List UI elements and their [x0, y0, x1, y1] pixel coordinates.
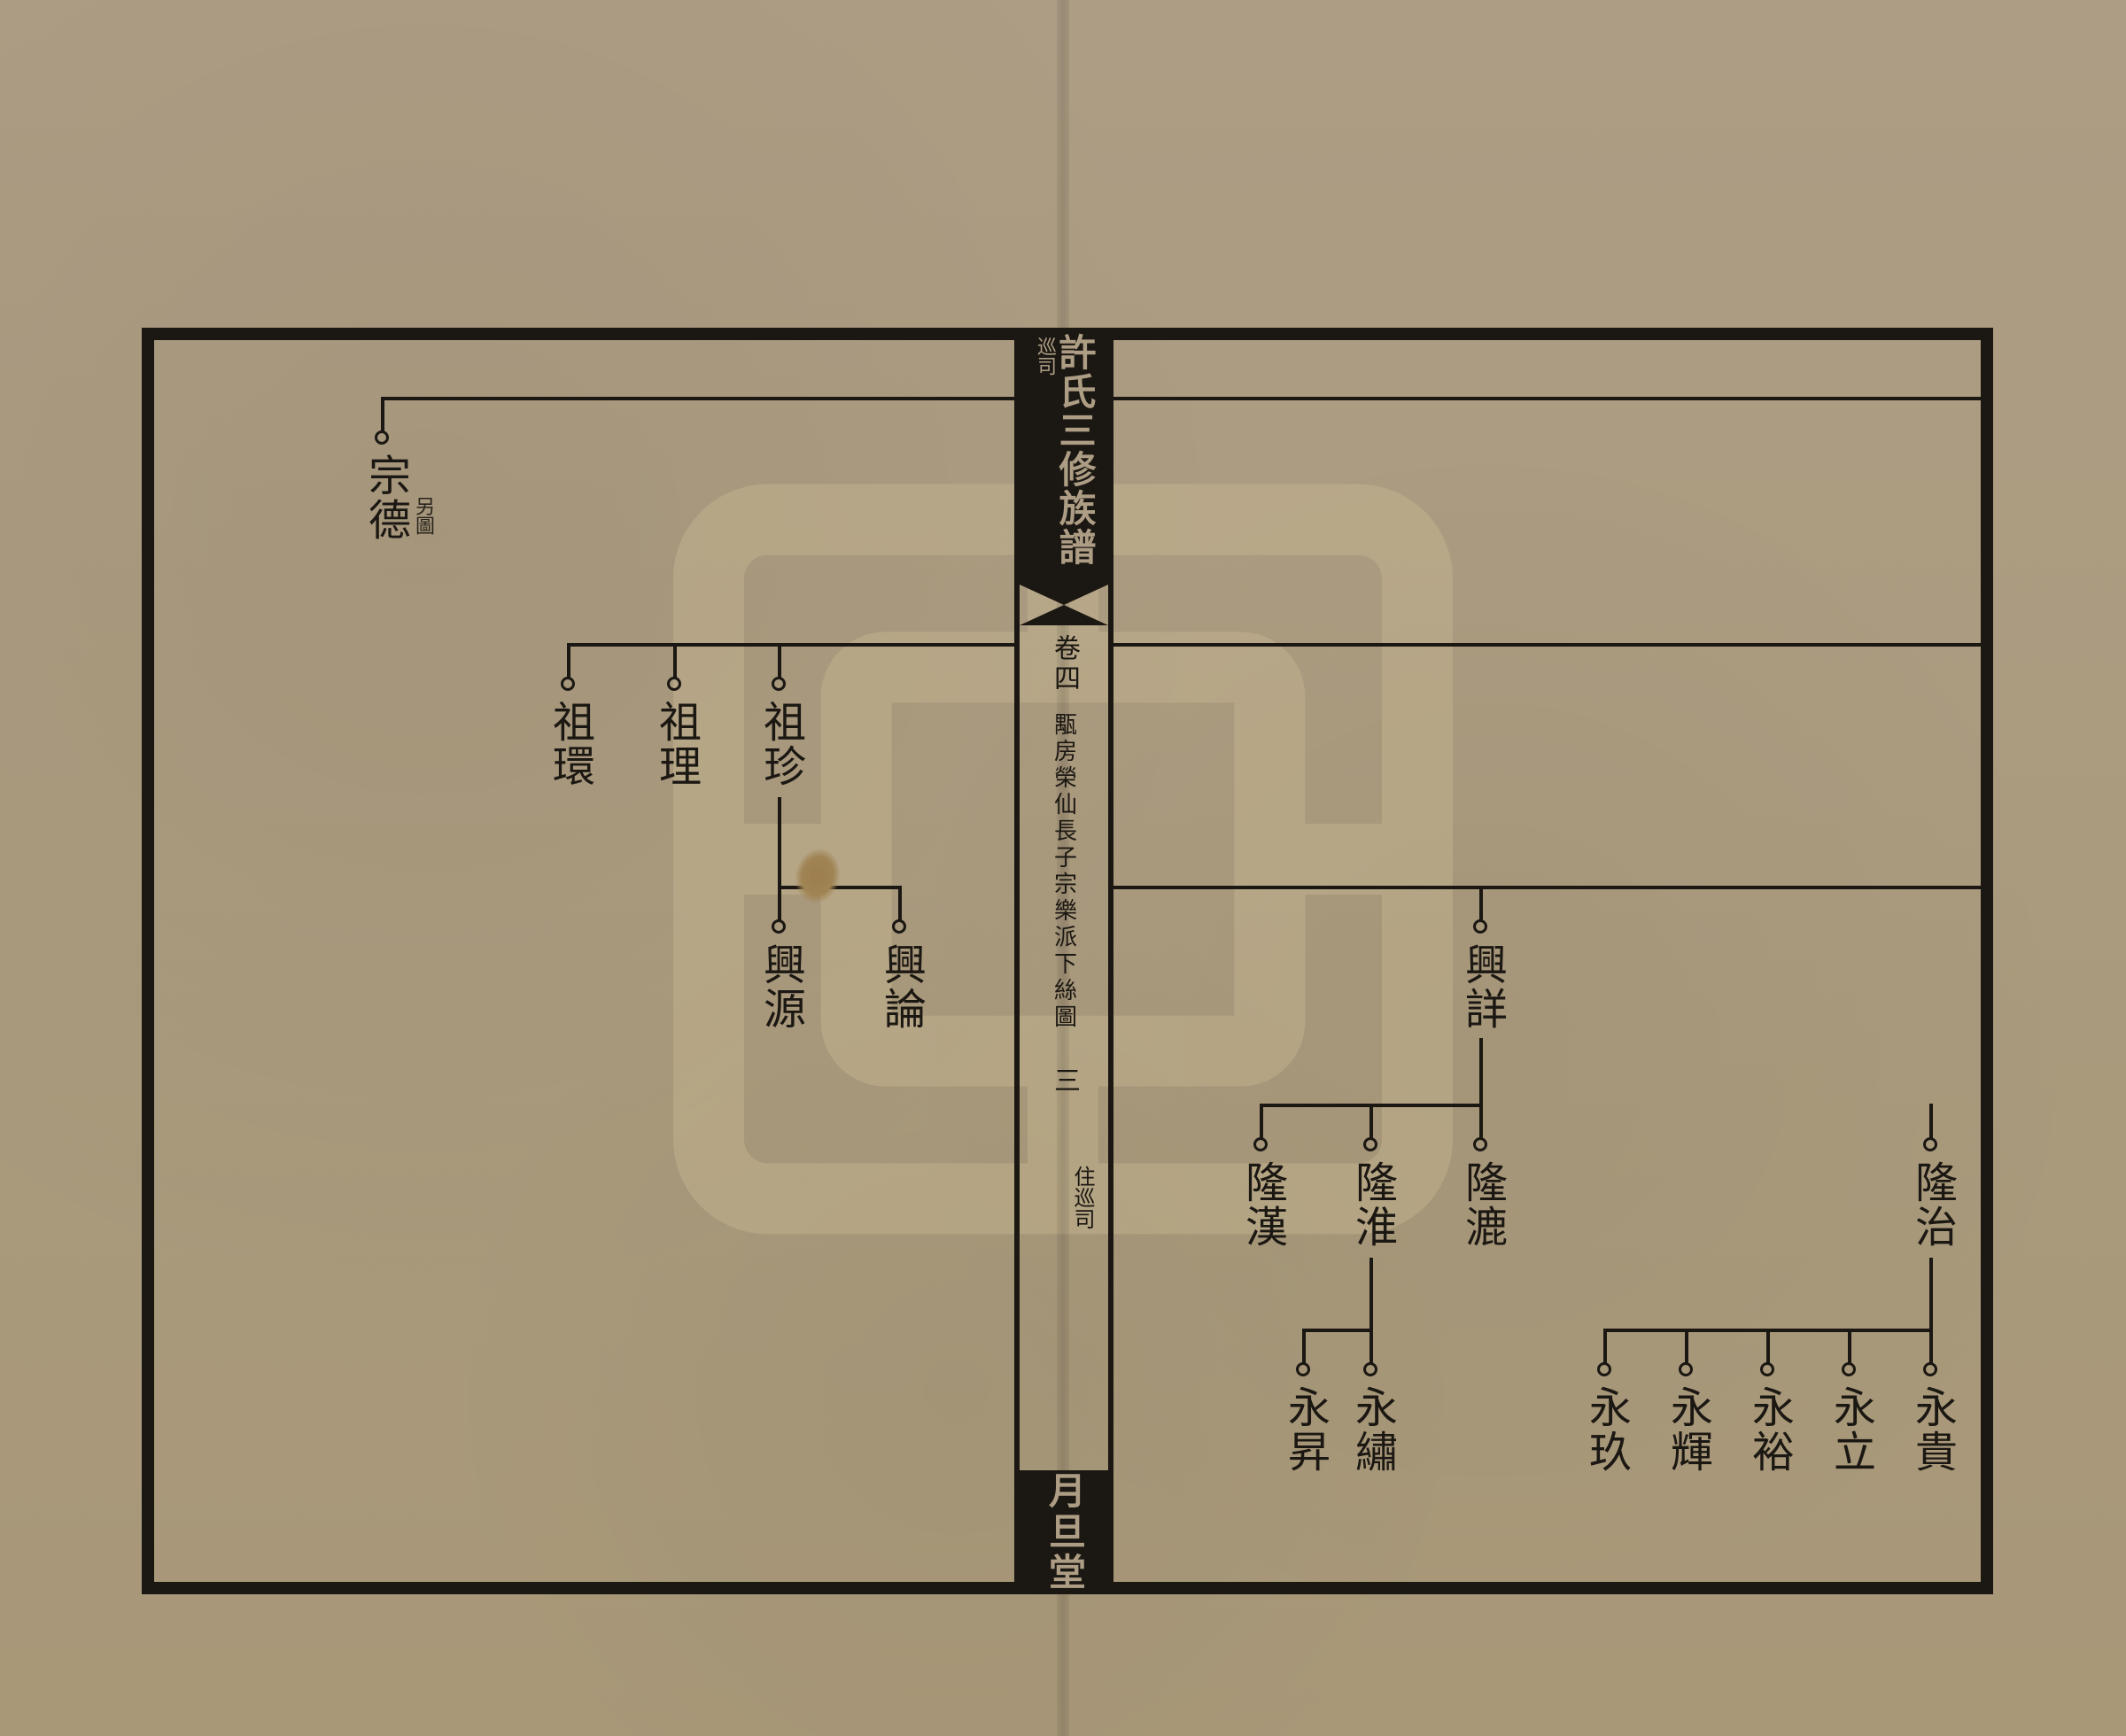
g3l-dot-2: [772, 919, 786, 934]
g2-hbar: [567, 643, 1014, 647]
spine-title-main: 許氏三修族譜: [1055, 333, 1092, 567]
name-yongxiu: 永繡: [1350, 1385, 1393, 1474]
spine-middle: 卷四 㼴房榮仙長子宗樂派下絲圖 三 住巡司: [1020, 625, 1108, 1470]
g4-drop-1: [1479, 1104, 1483, 1139]
spine-fishtail: [1020, 585, 1108, 625]
g2-drop-1: [778, 643, 781, 678]
g5b-drop-4: [1685, 1329, 1688, 1364]
g5a-stem: [1369, 1258, 1373, 1330]
g4-drop-2: [1369, 1104, 1373, 1139]
name-yonggui: 永貴: [1910, 1385, 1952, 1474]
g2-drop-3: [567, 643, 570, 678]
g4-dot-1: [1473, 1137, 1487, 1151]
spine-volume: 卷四: [1044, 634, 1083, 694]
g3r-drop: [1479, 886, 1483, 921]
g3l-dot-1: [892, 919, 906, 934]
g2-dot-1: [772, 677, 786, 691]
name-xingyuan: 興源: [758, 942, 801, 1031]
name-zuzhen: 祖珍: [758, 700, 801, 788]
g4-stem: [1479, 1038, 1483, 1105]
g4-dot-2: [1363, 1137, 1377, 1151]
g4fr-drop: [1929, 1104, 1933, 1139]
spine-hall-name: 月旦堂: [1037, 1471, 1091, 1593]
g5b-drop-3: [1766, 1329, 1770, 1364]
row-line-2: [1113, 643, 1993, 647]
g1-drop: [381, 397, 384, 432]
name-yongyu: 永裕: [1747, 1385, 1789, 1474]
g2-dot-2: [667, 677, 681, 691]
g5a-dot-2: [1296, 1362, 1310, 1376]
g3r-dot: [1473, 919, 1487, 934]
g1-node-dot: [375, 430, 389, 445]
g5a-dot-1: [1363, 1362, 1377, 1376]
g3l-stem: [778, 797, 781, 886]
spine-hall-box: 月旦堂: [1020, 1470, 1108, 1594]
name-xingxiang: 興詳: [1460, 942, 1502, 1031]
center-spine: 巡司 許氏三修族譜 卷四 㼴房榮仙長子宗樂派下絲圖 三 住巡司 月旦堂: [1014, 328, 1113, 1594]
g5b-dot-3: [1760, 1362, 1774, 1376]
spine-residence-note: 住巡司: [1067, 1166, 1098, 1229]
g3l-drop-2: [778, 886, 781, 921]
g1-connector-top: [381, 397, 1014, 400]
g2-drop-2: [673, 643, 677, 678]
name-zuhuan: 祖環: [547, 700, 590, 788]
g5b-dot-2: [1842, 1362, 1856, 1376]
g5b-dot-5: [1597, 1362, 1611, 1376]
spine-page-number: 三: [1044, 1066, 1083, 1093]
name-yongsheng: 永昇: [1283, 1385, 1325, 1474]
spine-title-box: 巡司 許氏三修族譜: [1020, 328, 1108, 585]
row-line-3: [1113, 886, 1993, 889]
name-longhuai: 隆淮: [1350, 1160, 1393, 1249]
g5a-drop-2: [1302, 1329, 1306, 1364]
row-line-1: [1113, 397, 1993, 400]
name-zuli: 祖理: [654, 700, 696, 788]
name-yongjiu: 永玖: [1584, 1385, 1626, 1474]
g5a-hbar: [1302, 1329, 1373, 1332]
spine-subtitle: 㼴房榮仙長子宗樂派下絲圖: [1048, 712, 1081, 1031]
g4-drop-3: [1260, 1104, 1263, 1139]
g5b-dot-1: [1923, 1362, 1937, 1376]
g4-dot-3: [1253, 1137, 1268, 1151]
g5b-dot-4: [1679, 1362, 1693, 1376]
note-zongde: 另圖: [409, 496, 438, 535]
g4fr-dot: [1923, 1137, 1937, 1151]
g3l-drop-1: [898, 886, 902, 921]
g5a-drop-1: [1369, 1329, 1373, 1364]
g5b-drop-1: [1929, 1329, 1933, 1364]
name-xinglun: 興論: [879, 942, 921, 1031]
spine-title-prefix: 巡司: [1036, 333, 1055, 376]
g5b-drop-2: [1848, 1329, 1851, 1364]
g2-dot-3: [561, 677, 575, 691]
g5b-drop-5: [1603, 1329, 1607, 1364]
name-zongde: 宗德: [363, 453, 406, 542]
name-longlu: 隆漉: [1460, 1160, 1502, 1249]
g5b-stem: [1929, 1258, 1933, 1330]
name-yonghui: 永輝: [1665, 1385, 1708, 1474]
name-longzhi: 隆治: [1910, 1160, 1952, 1249]
name-longhan: 隆漢: [1240, 1160, 1283, 1249]
name-yongli: 永立: [1828, 1385, 1871, 1474]
